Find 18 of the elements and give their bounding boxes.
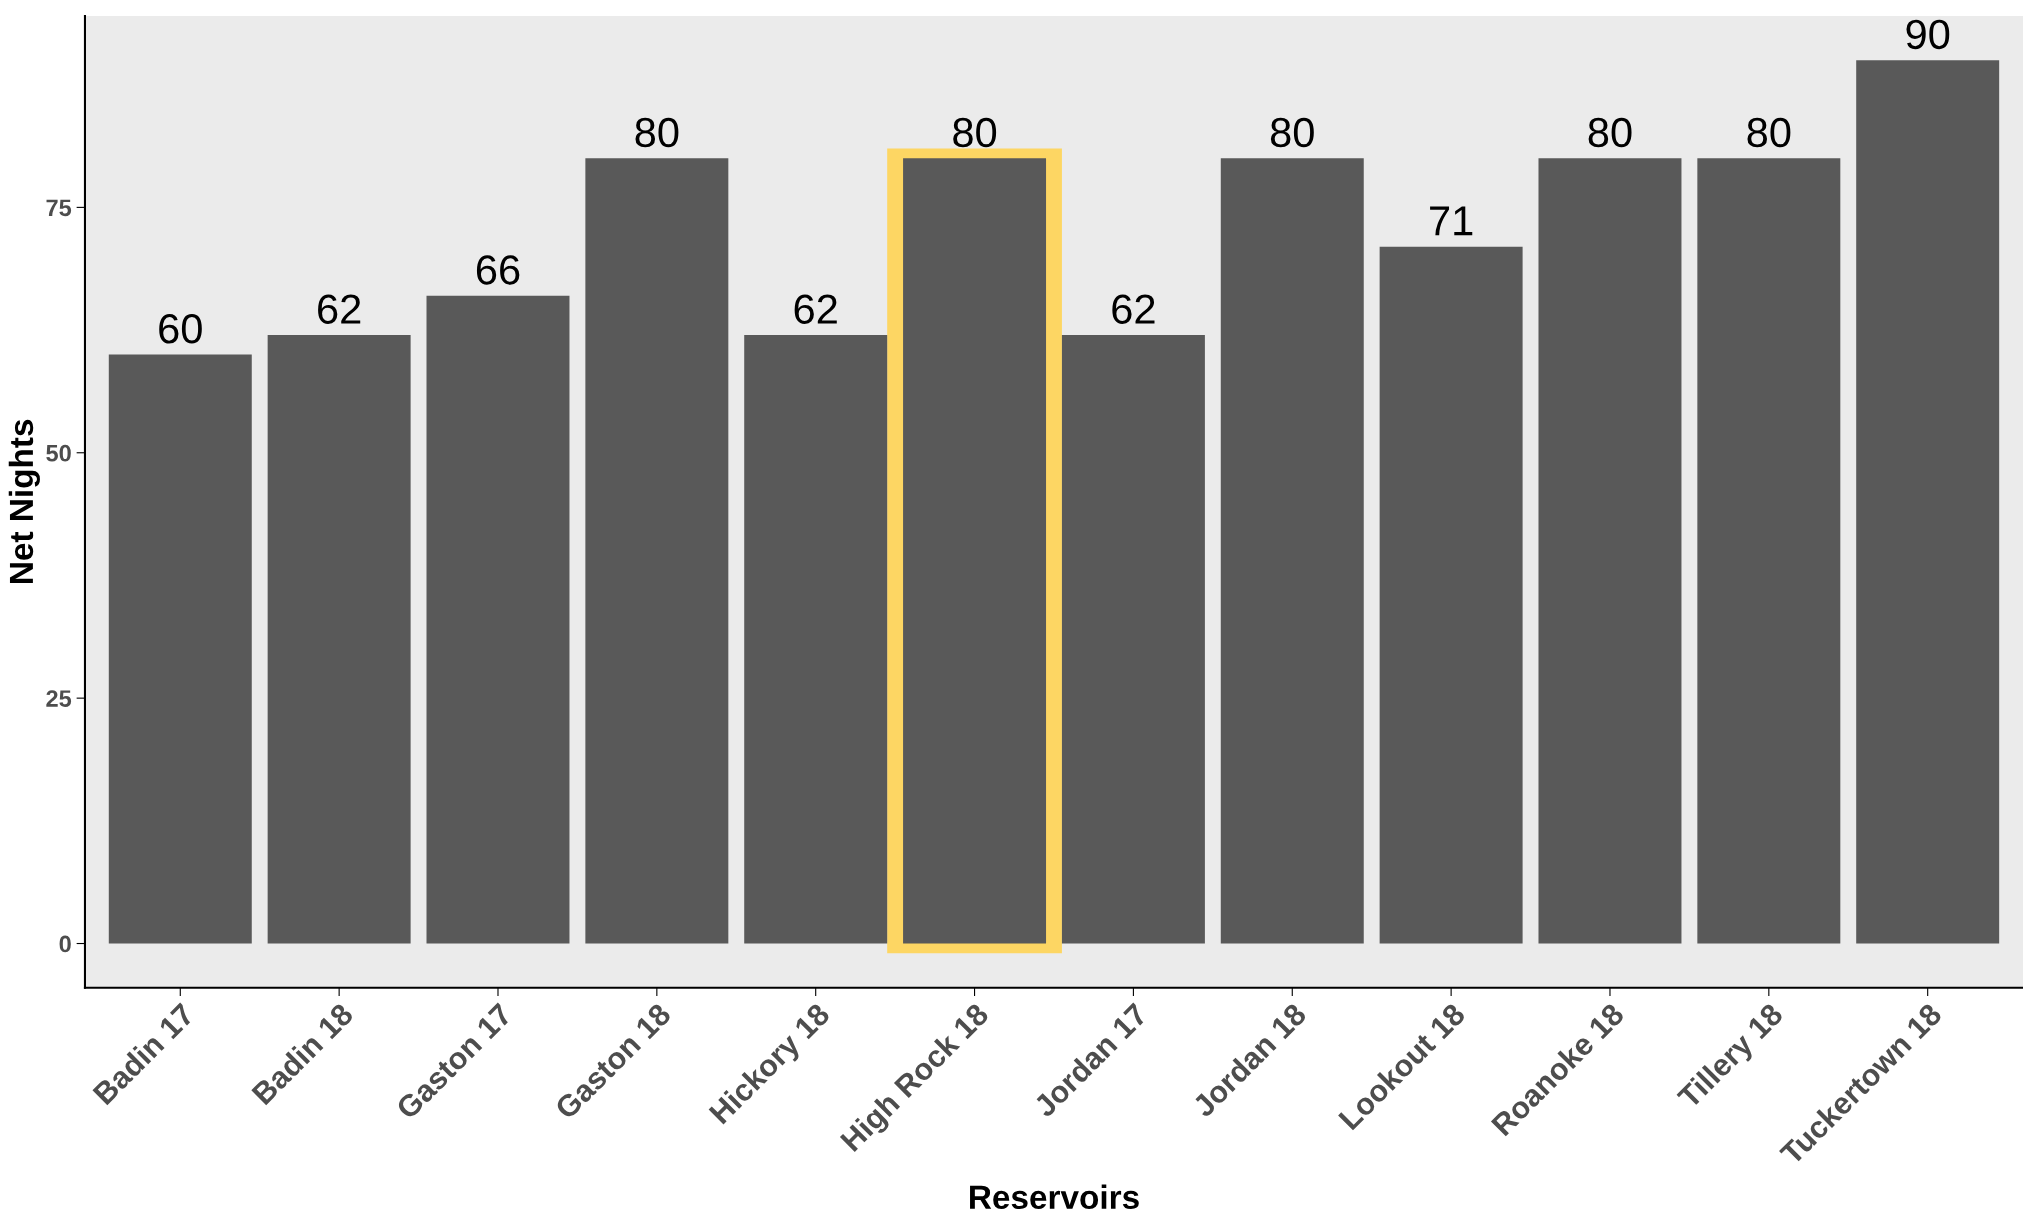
data-label: 90 <box>1906 19 1950 50</box>
y-tick-label: 75 <box>46 199 72 217</box>
y-tick-label: 50 <box>46 444 71 462</box>
data-label: 80 <box>1270 117 1314 148</box>
data-label: 66 <box>476 255 520 285</box>
y-axis-title: Net Nights <box>8 419 40 583</box>
y-tick-label: 25 <box>46 690 72 707</box>
y-tick-label: 0 <box>59 935 71 953</box>
data-label: 62 <box>794 294 837 324</box>
data-label: 80 <box>635 117 679 148</box>
data-label: 62 <box>1112 294 1155 324</box>
data-label: 62 <box>318 294 361 324</box>
data-label: 60 <box>159 314 202 344</box>
data-label: 71 <box>1430 206 1473 236</box>
data-label: 80 <box>953 117 997 148</box>
x-axis-title: Reservoirs <box>970 1184 1139 1210</box>
data-label: 80 <box>1588 117 1632 148</box>
data-label: 80 <box>1747 117 1791 148</box>
